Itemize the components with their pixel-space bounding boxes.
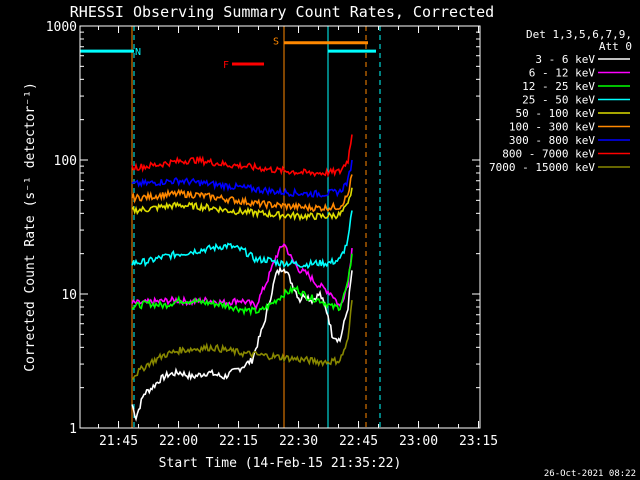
series-line-2 <box>131 253 353 317</box>
series-line-0 <box>131 265 353 422</box>
series-line-7 <box>131 134 353 178</box>
plot-frame <box>79 25 481 429</box>
interval-label-f: F <box>223 60 229 71</box>
series-line-1 <box>131 242 353 311</box>
legend-header-line: Att 0 <box>599 40 632 53</box>
y-tick-label: 1000 <box>46 20 77 35</box>
interval-label-s: S <box>273 36 279 47</box>
x-tick-label: 21:45 <box>99 434 138 449</box>
legend-entry-label: 6 - 12 keV <box>529 67 596 80</box>
y-tick-label: 10 <box>61 288 77 303</box>
interval-label-n: N <box>135 47 141 58</box>
legend-entry-label: 7000 - 15000 keV <box>489 161 595 174</box>
series-line-5 <box>131 174 353 213</box>
x-tick-label: 22:15 <box>219 434 258 449</box>
axes: 21:45 22:00 22:15 22:30 22:45 23:00 23:15 1 10 10… <box>46 20 498 449</box>
x-tick-label: 22:45 <box>339 434 378 449</box>
legend-entry-label: 50 - 100 keV <box>516 107 596 120</box>
x-tick-label: 22:00 <box>159 434 198 449</box>
series-line-6 <box>131 159 353 199</box>
series-line-8 <box>131 300 353 380</box>
series-line-3 <box>131 210 353 270</box>
x-axis-label: Start Time (14-Feb-15 21:35:22) <box>159 456 402 471</box>
legend-entry-label: 800 - 7000 keV <box>502 148 595 161</box>
y-axis-label: Corrected Count Rate (s⁻¹ detector⁻¹) <box>23 82 38 372</box>
legend-header-line: Det 1,3,5,6,7,9, <box>526 28 632 41</box>
y-tick-label: 1 <box>69 422 77 437</box>
x-tick-label: 22:30 <box>279 434 318 449</box>
footer-timestamp: 26-Oct-2021 08:22 <box>544 469 636 479</box>
legend-entry-label: 100 - 300 keV <box>509 121 595 134</box>
legend-entry-label: 25 - 50 keV <box>522 94 595 107</box>
chart-title: RHESSI Observing Summary Count Rates, Co… <box>70 3 494 21</box>
legend-entry-label: 3 - 6 keV <box>535 53 595 66</box>
legend-entry-label: 12 - 25 keV <box>522 80 595 93</box>
x-tick-label: 23:15 <box>459 434 498 449</box>
plot-area: N S F <box>80 26 381 428</box>
series-line-4 <box>131 187 353 222</box>
legend-entry-label: 300 - 800 keV <box>509 134 595 147</box>
y-tick-label: 100 <box>54 154 77 169</box>
x-tick-label: 23:00 <box>399 434 438 449</box>
